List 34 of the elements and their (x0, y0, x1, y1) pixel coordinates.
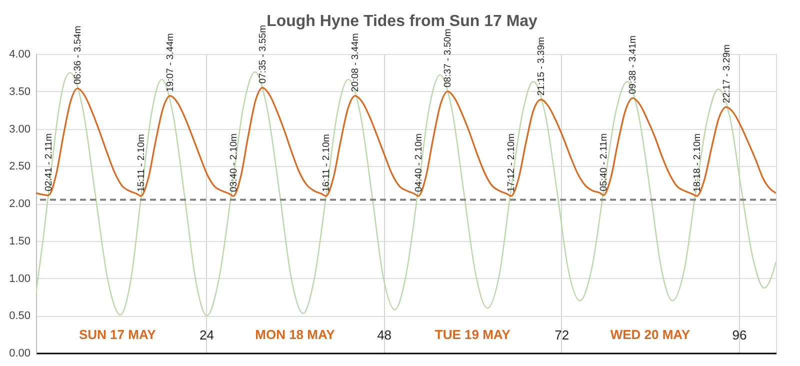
data-label: 06:36 - 3.54m (72, 26, 84, 84)
y-tick-label: 2.50 (9, 160, 30, 173)
data-label: 07:35 - 3.55m (257, 24, 268, 84)
data-label: 17:12 - 2.10m (506, 133, 518, 192)
y-tick-label: 1.50 (9, 235, 30, 248)
data-label: 02:41 - 2.11m (43, 133, 54, 192)
data-label: 18:18 - 2.10m (692, 133, 703, 192)
annotation: WED 20 MAY (610, 327, 690, 342)
y-tick-label: 4.00 (9, 48, 30, 60)
chart-title: Lough Hyne Tides from Sun 17 May (266, 13, 538, 30)
data-label: 19:07 - 3.44m (165, 33, 176, 92)
data-label: 16:11 - 2.10m (320, 134, 332, 192)
y-tick-label: 1.00 (9, 272, 30, 285)
annotation: SUN 17 MAY (78, 327, 156, 342)
data-label: 20:08 - 3.44m (350, 33, 362, 92)
y-tick-label: 2.00 (9, 198, 30, 210)
annotation: TUE 19 MAY (434, 327, 511, 342)
x-tick-label: 24 (199, 328, 214, 342)
data-label: 05:40 - 2.11m (598, 133, 610, 192)
x-tick-label: 96 (732, 328, 747, 342)
x-tick-label: 48 (377, 328, 392, 342)
data-label: 08:37 - 3.50m (442, 28, 454, 88)
data-label: 04:40 - 2.10m (413, 133, 424, 192)
data-label: 15:11 - 2.10m (136, 134, 147, 192)
annotation: MON 18 MAY (255, 327, 336, 342)
data-label: 22:17 - 3.29m (721, 44, 732, 104)
y-tick-label: 3.50 (9, 86, 30, 98)
data-label: 03:40 - 2.10m (228, 133, 240, 192)
y-tick-label: 0.50 (9, 310, 30, 322)
data-label: 09:38 - 3.41m (628, 35, 639, 94)
y-tick-label: 3.00 (9, 123, 30, 136)
y-tick-label: 0.00 (9, 348, 30, 360)
data-label: 21:15 - 3.39m (536, 36, 548, 96)
x-tick-label: 72 (554, 328, 570, 342)
